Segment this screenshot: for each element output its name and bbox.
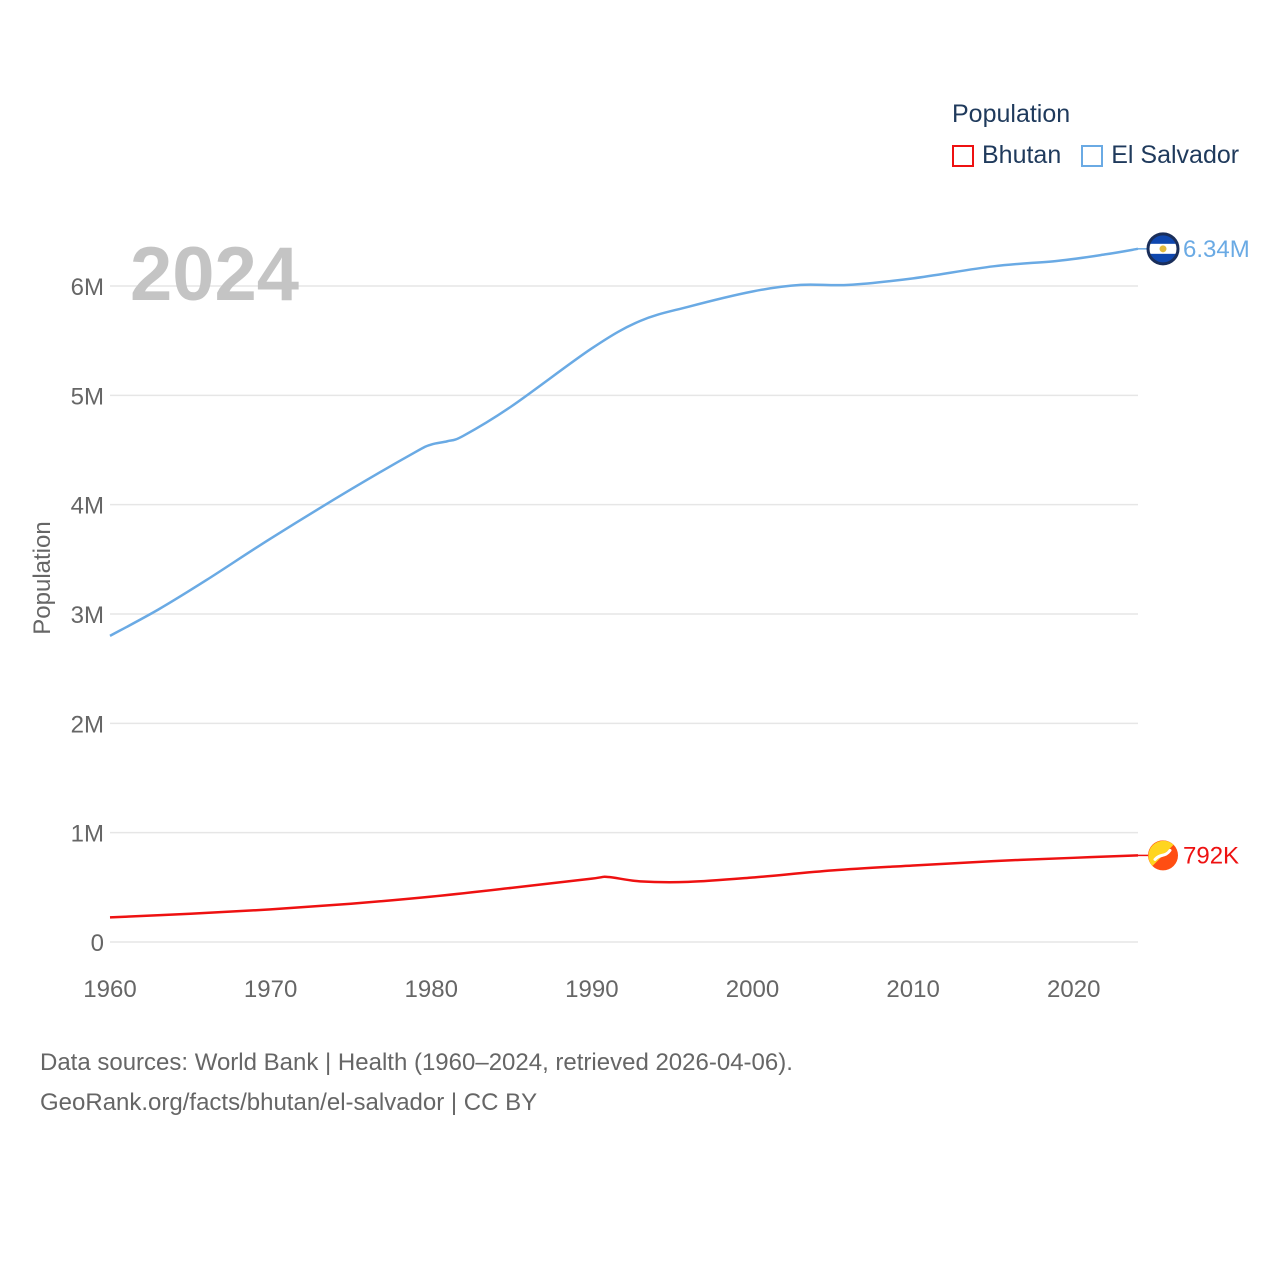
y-tick-label: 2M <box>71 711 104 738</box>
legend-item-el-salvador[interactable]: El Salvador <box>1081 141 1239 170</box>
end-markers: 792K 6.34M <box>1138 232 1250 871</box>
legend-label-bhutan: Bhutan <box>982 141 1062 169</box>
end-label-bhutan: 792K <box>1183 842 1239 869</box>
sources-line-1: Data sources: World Bank | Health (1960–… <box>40 1049 793 1076</box>
x-tick-label: 1980 <box>405 976 458 1003</box>
legend-swatch-bhutan <box>952 144 974 167</box>
legend-swatch-el-salvador <box>1081 144 1104 167</box>
data-sources: Data sources: World Bank | Health (1960–… <box>40 1043 793 1123</box>
grid-lines <box>110 285 1138 943</box>
y-tick-labels: 0 1M 2M 3M 4M 5M 6M <box>71 274 104 957</box>
el-salvador-flag-icon <box>1146 232 1180 266</box>
x-tick-label: 1970 <box>244 976 297 1003</box>
legend-item-bhutan[interactable]: Bhutan <box>952 141 1061 170</box>
x-tick-label: 2010 <box>886 976 939 1003</box>
x-tick-labels: 1960 1970 1980 1990 2000 2010 2020 <box>83 976 1100 1003</box>
y-tick-label: 0 <box>91 930 104 957</box>
bhutan-flag-icon <box>1148 840 1178 871</box>
current-year-label: 2024 <box>130 232 299 317</box>
end-label-el-salvador: 6.34M <box>1183 236 1250 263</box>
sources-line-2[interactable]: GeoRank.org/facts/bhutan/el-salvador | C… <box>40 1089 538 1116</box>
legend-items: Bhutan El Salvador <box>952 141 1259 170</box>
series-lines <box>109 247 1139 919</box>
legend-title: Population <box>952 100 1071 128</box>
x-tick-label: 2000 <box>726 976 779 1003</box>
series-line-bhutan <box>109 854 1139 919</box>
y-tick-label: 6M <box>71 274 104 301</box>
y-axis-label: Population <box>29 521 56 634</box>
y-tick-label: 5M <box>71 383 104 410</box>
y-tick-label: 3M <box>71 602 104 629</box>
y-tick-label: 4M <box>71 493 104 520</box>
x-tick-label: 1990 <box>565 976 618 1003</box>
y-tick-label: 1M <box>71 821 104 848</box>
x-tick-label: 2020 <box>1047 976 1100 1003</box>
x-tick-label: 1960 <box>83 976 136 1003</box>
legend-label-el-salvador: El Salvador <box>1111 141 1240 169</box>
series-line-el-salvador <box>109 247 1139 637</box>
legend: Population Bhutan El Salvador <box>952 100 1259 170</box>
